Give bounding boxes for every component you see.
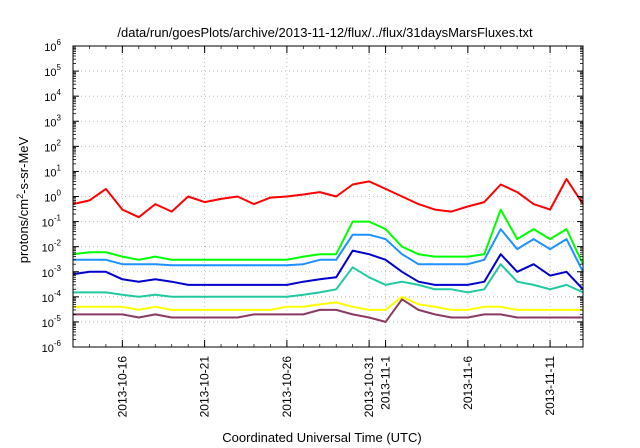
series-line-3 [72, 249, 584, 290]
x-tick-label: 2013-10-21 [198, 356, 212, 418]
y-tick-label: 10-3 [42, 264, 62, 280]
y-tick-exponent: -5 [54, 314, 62, 323]
y-tick-exponent: 5 [57, 63, 62, 72]
x-tick-label: 2013-11-6 [461, 356, 475, 410]
y-tick-base: 10 [42, 218, 54, 230]
y-tick-label: 10-1 [42, 214, 62, 230]
grid-layer [73, 45, 583, 348]
x-tick-label: 2013-10-26 [280, 356, 294, 418]
y-tick-label: 103 [44, 113, 61, 129]
y-axis-label-base: protons/cm [16, 199, 31, 263]
y-tick-exponent: -1 [54, 214, 62, 223]
x-tick-label: 2013-10-16 [115, 356, 129, 418]
series-line-6 [73, 298, 583, 323]
y-tick-label: 10-2 [42, 239, 62, 255]
y-tick-exponent: -4 [54, 289, 62, 298]
series-line-0 [72, 178, 584, 219]
y-tick-base: 10 [42, 268, 54, 280]
y-tick-label: 105 [44, 63, 61, 79]
x-tick-label: 2013-11-11 [543, 356, 557, 416]
series-line-5 [73, 295, 583, 311]
y-axis-label-sup: 2 [15, 194, 25, 199]
y-tick-label: 101 [44, 163, 61, 179]
axis-layer: 10-610-510-410-310-210-11001011021031041… [42, 38, 584, 418]
series-layer [72, 178, 584, 323]
y-tick-base: 10 [44, 142, 56, 154]
chart-title: /data/run/goesPlots/archive/2013-11-12/f… [117, 25, 533, 40]
y-tick-label: 102 [44, 138, 61, 154]
y-tick-label: 10-5 [42, 314, 62, 330]
y-tick-base: 10 [42, 343, 54, 355]
y-tick-exponent: 0 [57, 189, 62, 198]
series-line-2 [73, 228, 584, 273]
y-tick-base: 10 [42, 318, 54, 330]
y-tick-exponent: -3 [54, 264, 62, 273]
x-tick-label: 2013-11-1 [379, 356, 393, 410]
y-tick-base: 10 [44, 193, 56, 205]
y-tick-exponent: -2 [54, 239, 62, 248]
y-tick-exponent: 1 [57, 163, 62, 172]
series-line-4 [73, 263, 584, 298]
y-tick-base: 10 [44, 167, 56, 179]
y-tick-base: 10 [42, 293, 54, 305]
x-axis-label: Coordinated Universal Time (UTC) [222, 430, 421, 445]
y-tick-base: 10 [44, 42, 56, 54]
y-tick-exponent: -6 [54, 339, 62, 348]
y-tick-exponent: 3 [57, 113, 62, 122]
y-tick-base: 10 [44, 67, 56, 79]
plot-frame [72, 45, 584, 348]
y-tick-base: 10 [44, 92, 56, 104]
y-tick-base: 10 [44, 117, 56, 129]
y-tick-base: 10 [42, 243, 54, 255]
y-tick-exponent: 4 [57, 88, 62, 97]
y-tick-label: 10-4 [42, 289, 62, 305]
y-tick-label: 10-6 [42, 339, 62, 355]
series-line-1 [72, 208, 584, 265]
y-axis-label-rest: -s-sr-MeV [16, 136, 31, 193]
y-axis-label: protons/cm2-s-sr-MeV [15, 136, 31, 263]
y-tick-label: 106 [44, 38, 61, 54]
y-tick-label: 104 [44, 88, 61, 104]
y-tick-exponent: 2 [57, 138, 62, 147]
y-tick-label: 100 [44, 189, 61, 205]
y-tick-exponent: 6 [57, 38, 62, 47]
x-tick-label: 2013-10-31 [362, 356, 376, 418]
